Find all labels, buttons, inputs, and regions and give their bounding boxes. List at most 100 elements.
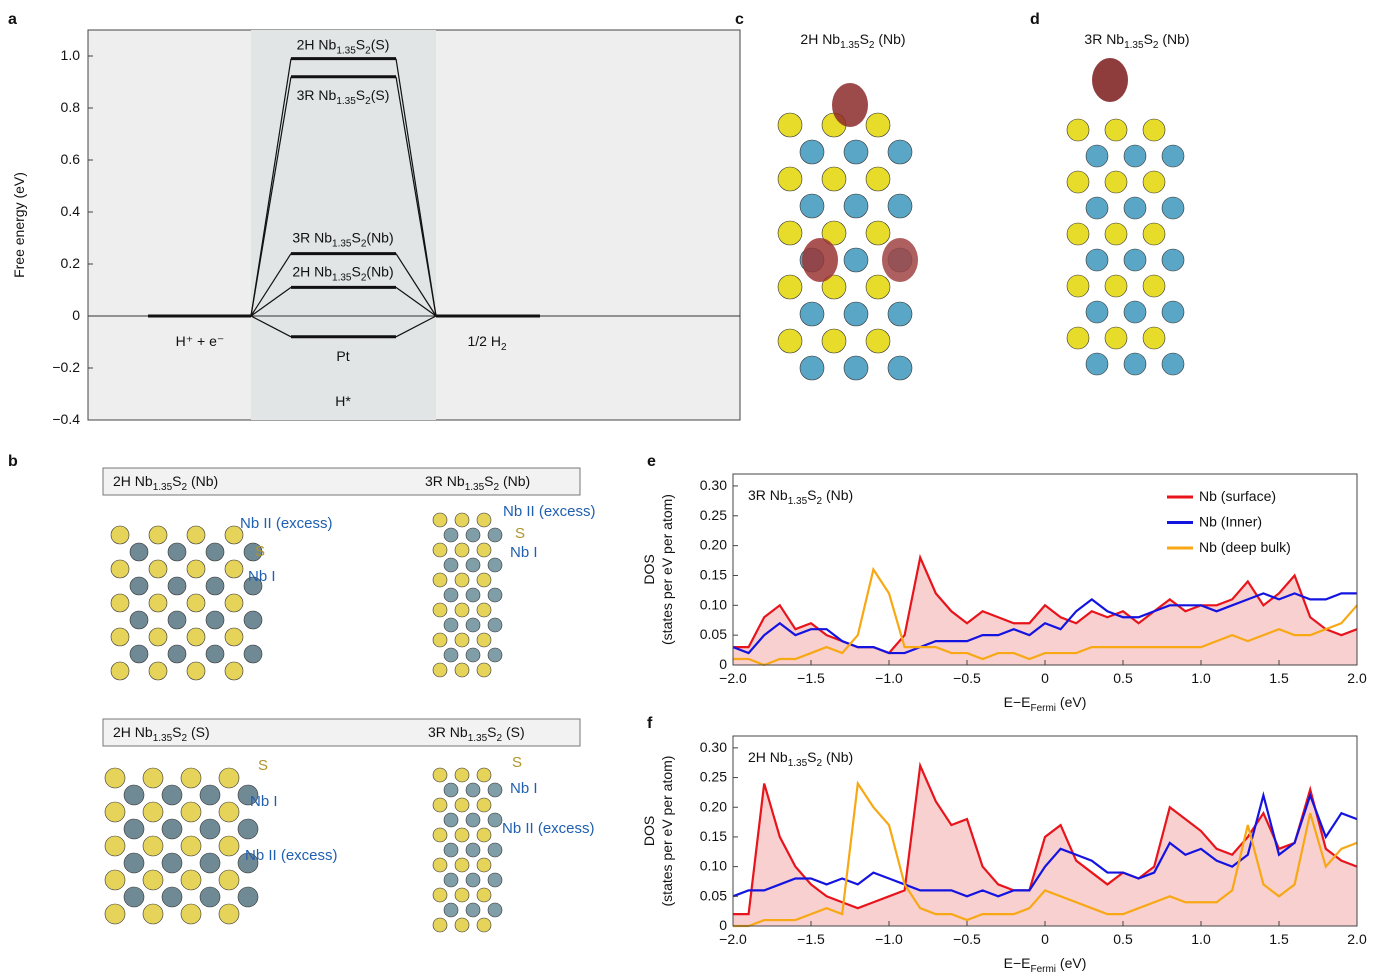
atom bbox=[488, 873, 502, 887]
x-tick-label: 1.0 bbox=[1191, 670, 1211, 686]
atom bbox=[866, 275, 890, 299]
atom bbox=[1067, 119, 1089, 141]
atom bbox=[1143, 223, 1165, 245]
atom bbox=[477, 888, 491, 902]
atom bbox=[866, 221, 890, 245]
atom bbox=[130, 577, 148, 595]
atom bbox=[1124, 249, 1146, 271]
atom bbox=[143, 802, 163, 822]
atom bbox=[206, 645, 224, 663]
atom bbox=[778, 329, 802, 353]
atom bbox=[433, 543, 447, 557]
atom bbox=[206, 577, 224, 595]
panel-label: e bbox=[647, 453, 656, 470]
y-tick-label: 0.4 bbox=[61, 203, 81, 219]
atom bbox=[433, 918, 447, 932]
atom bbox=[455, 633, 469, 647]
atom bbox=[444, 558, 458, 572]
atom bbox=[225, 628, 243, 646]
atom bbox=[477, 543, 491, 557]
y-axis-label: DOS bbox=[641, 554, 657, 584]
atom bbox=[433, 663, 447, 677]
atom bbox=[1105, 119, 1127, 141]
atom bbox=[219, 904, 239, 924]
x-tick-label: −0.5 bbox=[953, 931, 981, 947]
panel-label: d bbox=[1030, 11, 1040, 28]
atom bbox=[1105, 327, 1127, 349]
atom bbox=[149, 526, 167, 544]
atom bbox=[477, 828, 491, 842]
annotation: S bbox=[258, 757, 268, 774]
atom bbox=[225, 560, 243, 578]
atom bbox=[130, 543, 148, 561]
y-tick-label: −0.2 bbox=[52, 359, 80, 375]
atom bbox=[200, 819, 220, 839]
atom bbox=[455, 858, 469, 872]
annotation: Nb I bbox=[248, 568, 276, 585]
atom bbox=[466, 813, 480, 827]
atom bbox=[444, 528, 458, 542]
atom bbox=[844, 194, 868, 218]
atom bbox=[124, 887, 144, 907]
atom bbox=[1067, 275, 1089, 297]
atom bbox=[149, 594, 167, 612]
atom bbox=[433, 603, 447, 617]
atom bbox=[143, 870, 163, 890]
annotation: Nb I bbox=[510, 780, 538, 797]
legend-label: Nb (surface) bbox=[1199, 488, 1276, 504]
y-axis-label: Free energy (eV) bbox=[11, 172, 27, 278]
atom bbox=[433, 798, 447, 812]
x-tick-label: 1.5 bbox=[1269, 670, 1289, 686]
x-tick-label: −2.0 bbox=[719, 670, 747, 686]
x-tick-label: −1.0 bbox=[875, 931, 903, 947]
atom bbox=[200, 785, 220, 805]
atom bbox=[225, 594, 243, 612]
y-tick-label: 0.20 bbox=[700, 536, 727, 552]
y-tick-label: 0.6 bbox=[61, 151, 81, 167]
annotation: S bbox=[515, 525, 525, 542]
atom bbox=[488, 813, 502, 827]
x-tick-label: −0.5 bbox=[953, 670, 981, 686]
atom bbox=[105, 870, 125, 890]
panel-title: 2H Nb1.35S2 (Nb) bbox=[800, 31, 905, 51]
annotation: S bbox=[512, 754, 522, 771]
y-tick-label: 0.8 bbox=[61, 99, 81, 115]
y-tick-label: 0.15 bbox=[700, 566, 727, 582]
atom bbox=[466, 843, 480, 857]
area-fill bbox=[733, 766, 1357, 926]
atom bbox=[149, 560, 167, 578]
atom bbox=[225, 662, 243, 680]
atom bbox=[866, 329, 890, 353]
atom bbox=[124, 853, 144, 873]
atom bbox=[1086, 145, 1108, 167]
atom bbox=[455, 573, 469, 587]
atom bbox=[1105, 223, 1127, 245]
atom bbox=[477, 768, 491, 782]
atom bbox=[455, 918, 469, 932]
x-tick-label: −2.0 bbox=[719, 931, 747, 947]
atom bbox=[111, 594, 129, 612]
atom bbox=[466, 783, 480, 797]
atom bbox=[488, 588, 502, 602]
x-tick-label: 0.5 bbox=[1113, 670, 1133, 686]
atom bbox=[433, 573, 447, 587]
atom bbox=[455, 663, 469, 677]
atom bbox=[187, 560, 205, 578]
annotation: Nb I bbox=[250, 793, 278, 810]
atom bbox=[111, 628, 129, 646]
atom bbox=[800, 140, 824, 164]
atom bbox=[244, 645, 262, 663]
atom bbox=[130, 611, 148, 629]
atom bbox=[455, 828, 469, 842]
atom bbox=[105, 836, 125, 856]
y-tick-label: 0.25 bbox=[700, 506, 727, 522]
atom bbox=[124, 785, 144, 805]
atom bbox=[1067, 223, 1089, 245]
x-tick-label: 0 bbox=[1041, 670, 1049, 686]
atom bbox=[477, 513, 491, 527]
atom bbox=[844, 248, 868, 272]
annotation: Nb I bbox=[510, 544, 538, 561]
atom bbox=[488, 648, 502, 662]
atom bbox=[488, 618, 502, 632]
atom bbox=[433, 888, 447, 902]
